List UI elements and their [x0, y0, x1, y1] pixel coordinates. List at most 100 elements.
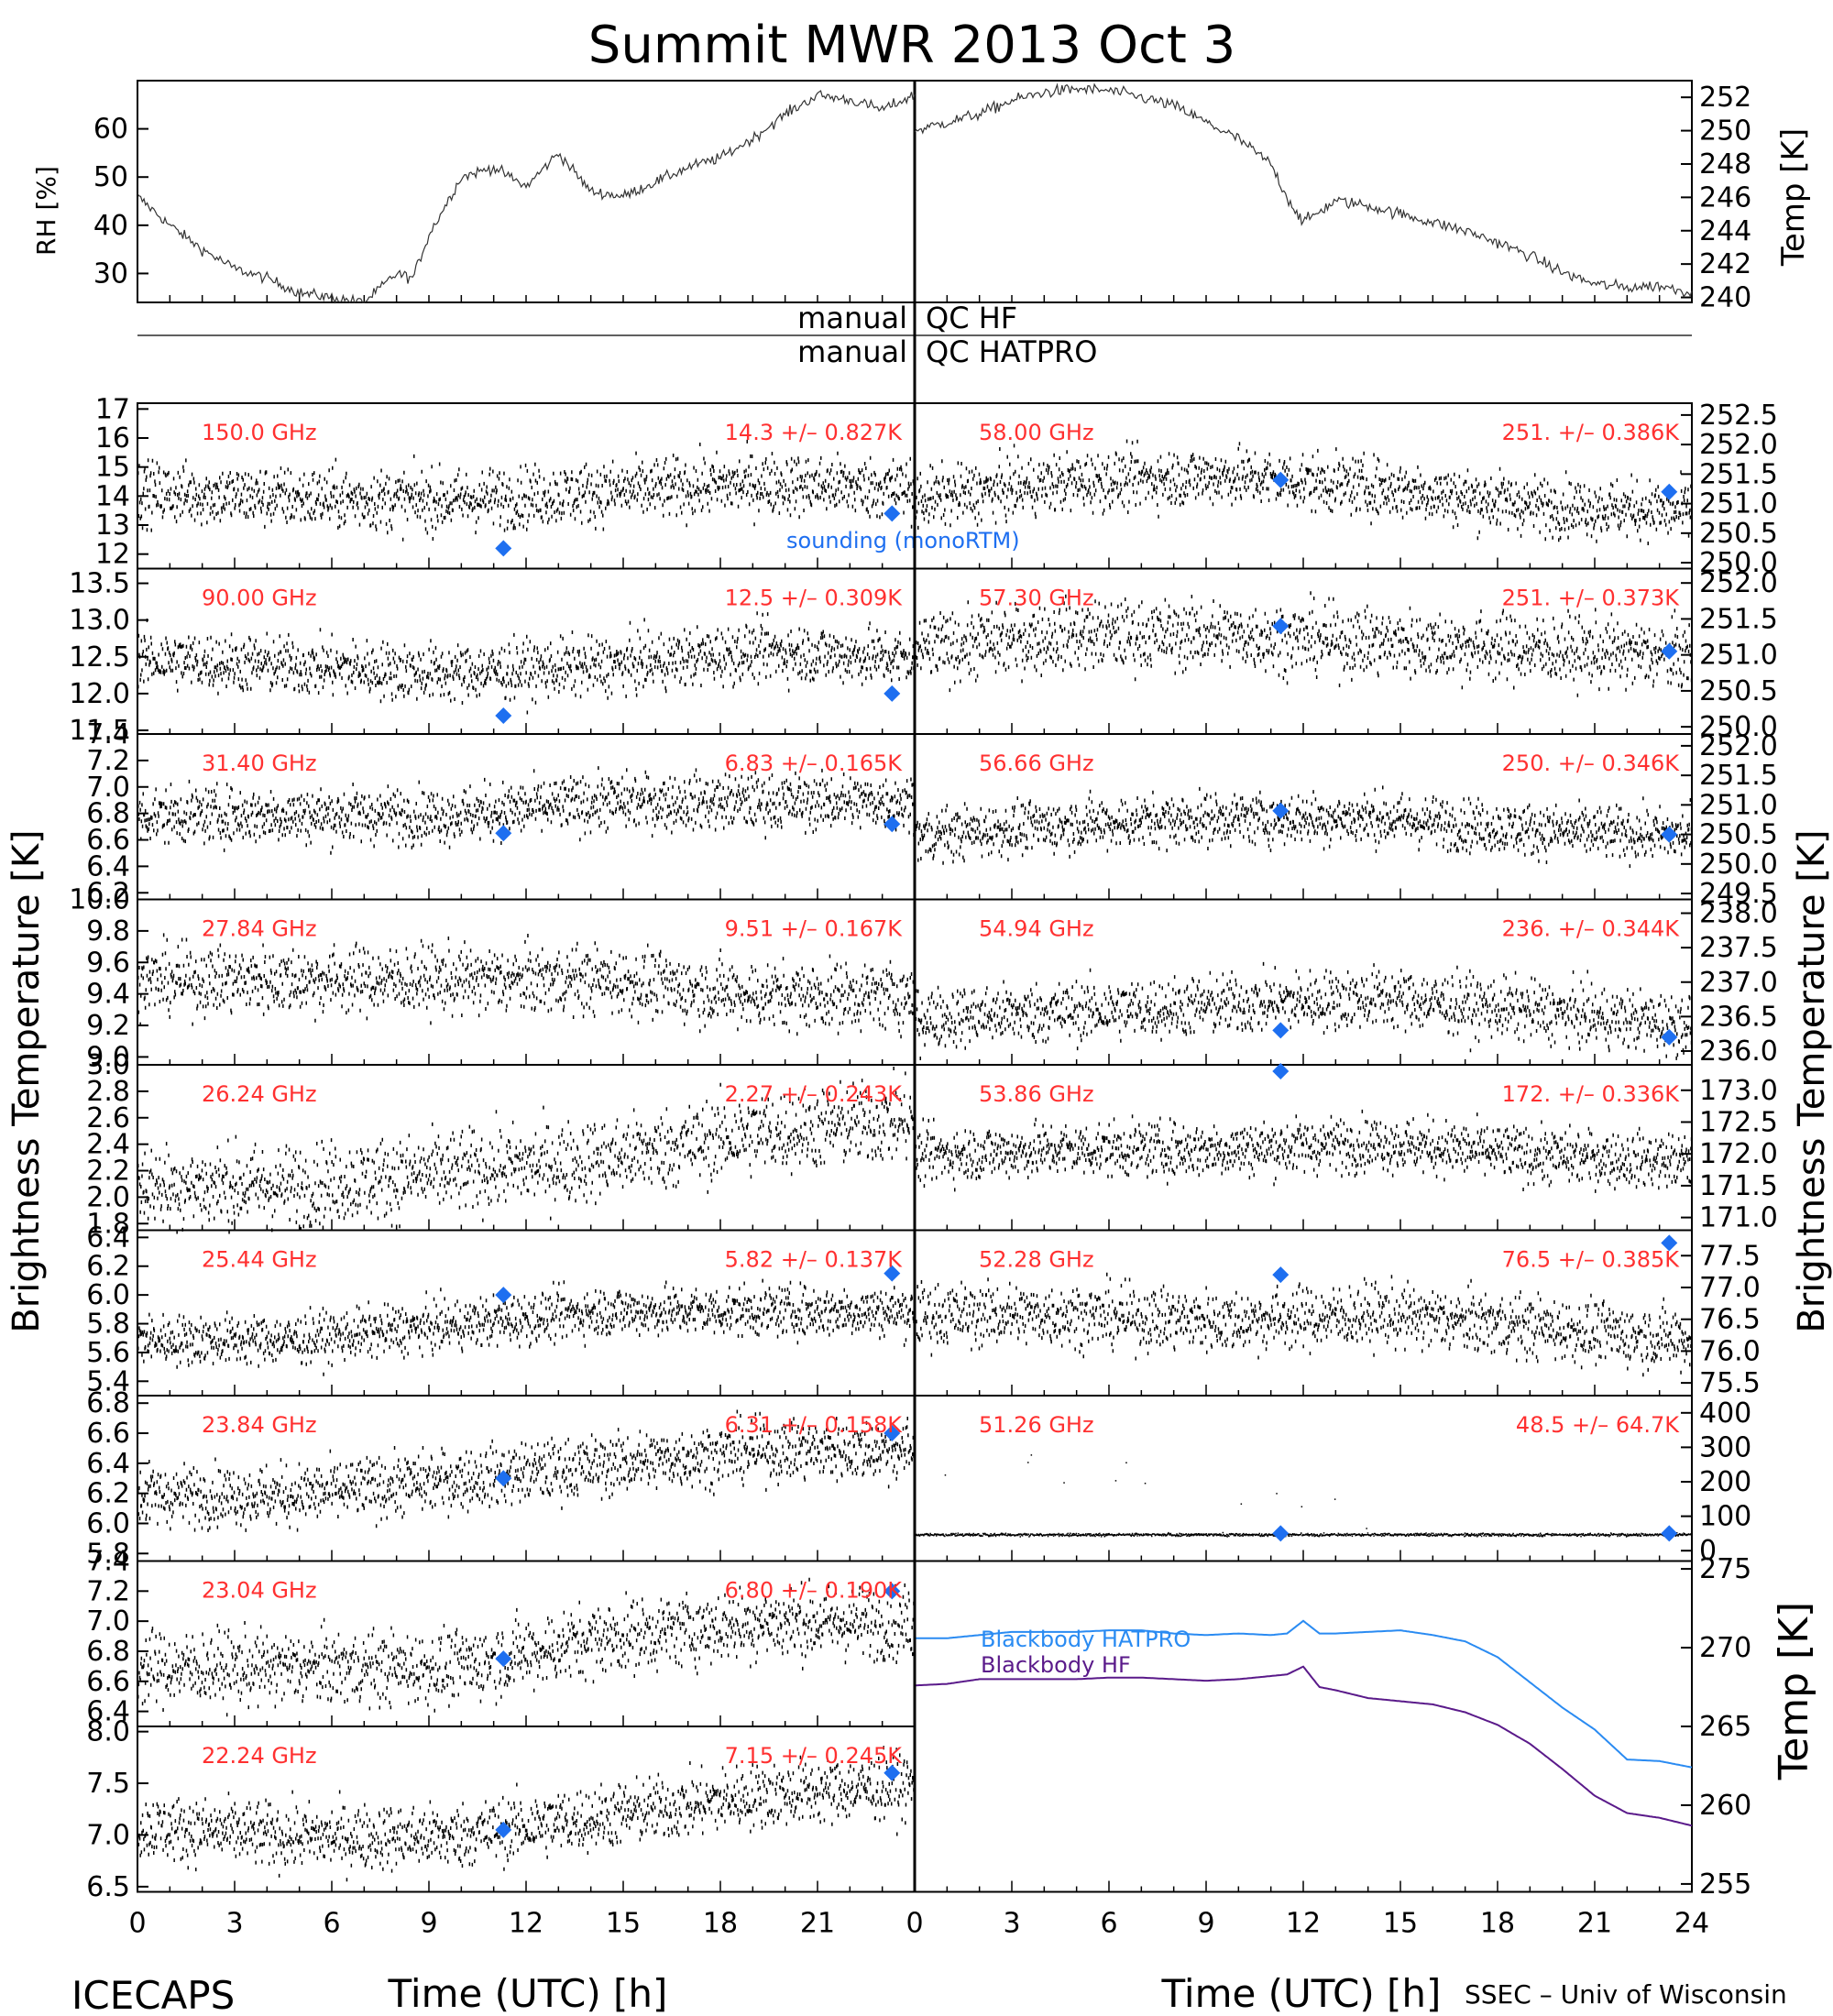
tb-y-tick-label: 16	[95, 422, 130, 455]
tb-scatter-cloud	[137, 933, 916, 1039]
sounding-marker	[1272, 618, 1290, 635]
tb-y-tick-label: 76.0	[1699, 1335, 1761, 1367]
tb-y-tick-label: 6.8	[86, 1636, 130, 1668]
tb-scatter-cloud	[915, 591, 1693, 697]
rh-axis-label: RH [%]	[31, 166, 61, 256]
tb-y-tick-label: 200	[1699, 1466, 1751, 1498]
tb-y-tick-label: 1.8	[86, 1208, 130, 1240]
tb-scatter-cloud	[915, 1454, 1693, 1538]
temp-tick-label: 248	[1699, 148, 1751, 181]
tb-y-tick-label: 237.0	[1699, 967, 1778, 999]
temp-tick-label: 244	[1699, 215, 1751, 247]
tb-y-tick-label: 6.4	[86, 850, 130, 882]
tb-y-tick-label: 5.8	[86, 1538, 130, 1570]
sounding-marker	[495, 1821, 512, 1838]
tb-stat-label: 250. +/– 0.346K	[1502, 751, 1681, 776]
tb-stat-label: 48.5 +/– 64.7K	[1516, 1412, 1680, 1438]
tb-y-tick-label: 2.4	[86, 1129, 130, 1161]
tb-y-tick-label: 13	[95, 509, 130, 542]
tb-y-tick-label: 236.0	[1699, 1035, 1778, 1068]
tb-panel-L-5: 5.45.65.86.06.26.4 25.44 GHz 5.82 +/– 0.13…	[86, 1222, 916, 1397]
tb-y-tick-label: 237.5	[1699, 932, 1778, 964]
tb-y-tick-label: 238.0	[1699, 898, 1778, 930]
x-tick-label-right: 24	[1674, 1908, 1709, 1940]
sounding-marker	[1661, 1028, 1678, 1046]
x-tick-label-left: 9	[420, 1908, 437, 1940]
tb-y-tick-label: 2.8	[86, 1076, 130, 1108]
tb-y-tick-label: 7.0	[86, 1819, 130, 1851]
tb-y-tick-label: 9.2	[86, 1010, 130, 1042]
tb-y-tick-label: 250.5	[1699, 819, 1778, 851]
tb-stat-label: 12.5 +/– 0.309K	[725, 586, 904, 611]
tb-panel-L-4: 1.82.02.22.42.62.83.0 26.24 GHz 2.27 +/– 0…	[86, 1049, 916, 1240]
temp-tick-label: 250	[1699, 115, 1751, 148]
tb-scatter-cloud	[137, 439, 916, 542]
tb-y-tick-label: 252.0	[1699, 429, 1778, 461]
rh-tick-label: 50	[93, 161, 128, 193]
sounding-marker	[1272, 802, 1290, 819]
tb-y-tick-label: 8.0	[86, 1716, 130, 1748]
tb-scatter-cloud	[915, 439, 1693, 545]
x-axis-label-left: Time (UTC) [h]	[388, 1971, 668, 2016]
sounding-marker	[884, 685, 901, 702]
blackbody-frame	[914, 1560, 1693, 1893]
tb-stat-label: 5.82 +/– 0.137K	[725, 1247, 904, 1273]
tb-stat-label: 172. +/– 0.336K	[1502, 1081, 1681, 1107]
tb-y-tick-label: 251.0	[1699, 488, 1778, 520]
sounding-marker	[495, 1650, 512, 1668]
rh-tick-label: 40	[93, 210, 128, 242]
x-tick-label-left: 21	[800, 1908, 835, 1940]
blackbody-axis-label: Temp [K]	[1771, 1602, 1817, 1780]
tb-frequency-label: 53.86 GHz	[979, 1081, 1094, 1107]
tb-stat-label: 14.3 +/– 0.827K	[725, 420, 904, 445]
x-tick-label-left: 6	[323, 1908, 340, 1940]
tb-y-tick-label: 77.0	[1699, 1272, 1761, 1304]
tb-y-tick-label: 9.8	[86, 915, 130, 948]
tb-frequency-label: 90.00 GHz	[202, 586, 317, 611]
tb-y-tick-label: 14	[95, 480, 130, 512]
sounding-marker	[1272, 471, 1290, 488]
tb-y-tick-label: 5.6	[86, 1337, 130, 1369]
tb-y-tick-label: 6.0	[86, 1279, 130, 1311]
sounding-marker	[495, 540, 512, 557]
rh-tick-label: 60	[93, 114, 128, 146]
tb-y-tick-label: 6.6	[86, 825, 130, 857]
tb-frequency-label: 56.66 GHz	[979, 751, 1094, 776]
tb-y-tick-label: 250.0	[1699, 849, 1778, 881]
blackbody-legend-hf: Blackbody HF	[981, 1652, 1131, 1678]
tb-y-tick-label: 171.5	[1699, 1170, 1778, 1202]
tb-frequency-label: 54.94 GHz	[979, 916, 1094, 942]
tb-y-tick-label: 7.4	[86, 718, 130, 751]
sounding-marker	[495, 1470, 512, 1487]
tb-y-tick-label: 13.0	[69, 605, 130, 637]
tb-frequency-label: 150.0 GHz	[202, 420, 317, 445]
tb-y-tick-label: 6.0	[86, 1507, 130, 1539]
tb-y-tick-label: 400	[1699, 1397, 1751, 1430]
tb-y-tick-label: 7.2	[86, 745, 130, 777]
tb-y-tick-label: 7.2	[86, 1575, 130, 1607]
tb-frequency-label: 25.44 GHz	[202, 1247, 317, 1273]
qc-label-hf: QC HF	[926, 301, 1017, 335]
x-tick-label-right: 9	[1197, 1908, 1214, 1940]
tb-y-tick-label: 7.5	[86, 1768, 130, 1800]
sounding-marker	[884, 816, 901, 833]
blackbody-y-tick-label: 255	[1699, 1868, 1751, 1901]
tb-y-tick-label: 250.5	[1699, 675, 1778, 707]
x-tick-label-left: 0	[128, 1908, 146, 1940]
tb-stat-label: 6.80 +/– 0.190K	[725, 1578, 904, 1604]
tb-y-tick-label: 6.8	[86, 798, 130, 830]
tb-frequency-label: 22.24 GHz	[202, 1743, 317, 1769]
tb-y-tick-label: 9.6	[86, 947, 130, 979]
tb-y-tick-label: 251.5	[1699, 458, 1778, 490]
sounding-marker	[495, 1287, 512, 1304]
tb-panel-L-2: 6.26.46.66.87.07.27.4 31.40 GHz 6.83 +/– 0…	[86, 718, 916, 909]
blackbody-series-hatpro	[915, 1619, 1693, 1769]
tb-y-tick-label: 12.0	[69, 678, 130, 710]
blackbody-y-tick-label: 265	[1699, 1711, 1751, 1743]
brightness-temp-label-left: Brightness Temperature [K]	[5, 829, 48, 1332]
